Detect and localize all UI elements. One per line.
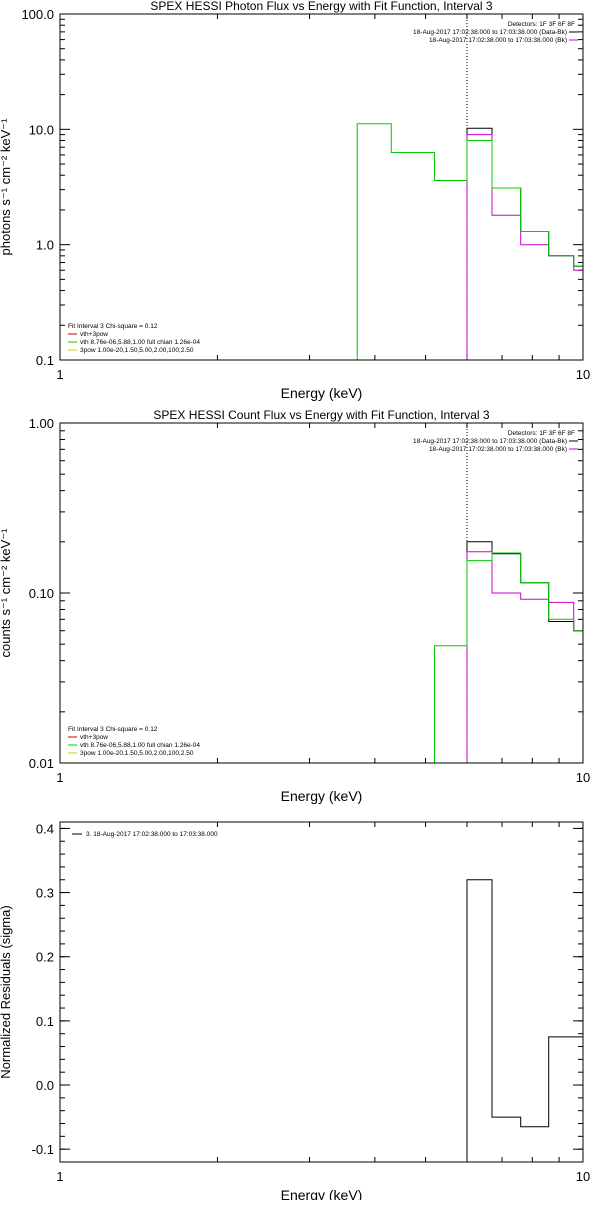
series-group	[434, 541, 583, 763]
y-tick-label: 0.0	[36, 1078, 54, 1093]
legend-bottom-left: Fit Interval 3 Chi-square = 0.12vth+3pow…	[68, 726, 200, 757]
x-axis-label: Energy (keV)	[281, 788, 363, 804]
legend-entry: Detectors: 1F 3F 6F 8F	[508, 21, 575, 28]
x-tick-label: 10	[576, 1169, 590, 1184]
y-tick-label: 0.1	[36, 353, 54, 368]
plot-frame	[59, 422, 584, 764]
legend-entry: 18-Aug-2017 17:02:38.000 to 17:03:38.000…	[429, 37, 567, 44]
legend-entry: 3. 18-Aug-2017 17:02:38.000 to 17:03:38.…	[86, 831, 218, 838]
y-axis-label: Normalized Residuals (sigma)	[0, 905, 13, 1078]
axis-ticks	[59, 822, 584, 1162]
series-line-3	[466, 879, 583, 1162]
y-tick-label: 0.4	[36, 821, 54, 836]
chart-panel-2: SPEX HESSI Count Flux vs Energy with Fit…	[0, 408, 590, 804]
y-tick-label: 0.10	[29, 586, 54, 601]
series-line-bk	[466, 134, 583, 360]
y-tick-label: 1.0	[36, 238, 54, 253]
y-tick-label: 100.0	[21, 7, 54, 22]
plot-frame	[59, 13, 584, 361]
y-tick-label: 10.0	[29, 122, 54, 137]
legend-bottom-left: Fit Interval 3 Chi-square = 0.12vth+3pow…	[68, 323, 200, 354]
series-line-data-bk	[466, 541, 583, 763]
x-tick-label: 1	[56, 367, 63, 382]
series-line-vth	[434, 552, 583, 763]
legend-entry: Fit Interval 3 Chi-square = 0.12	[68, 726, 158, 733]
y-tick-label: 1.00	[29, 416, 54, 431]
legend-entry: 3pow 1.00e-20,1.50,5.00,2.00,100,2.50	[80, 750, 194, 757]
y-tick-label: 0.01	[29, 756, 54, 771]
series-line-bk	[466, 551, 583, 763]
legend-entry: vth+3pow	[80, 331, 108, 338]
y-tick-label: 0.1	[36, 1014, 54, 1029]
chart-panel-1: SPEX HESSI Photon Flux vs Energy with Fi…	[0, 0, 590, 401]
legend-entry: vth 8.76e-06,5.88,1.00 full chian 1.26e-…	[80, 339, 200, 346]
x-tick-label: 10	[576, 367, 590, 382]
x-tick-label: 1	[56, 770, 63, 785]
plot-frame	[59, 821, 584, 1163]
y-axis-label: photons s⁻¹ cm⁻² keV⁻¹	[0, 118, 13, 256]
x-axis-label: Energy (keV)	[281, 385, 363, 401]
series-group	[466, 879, 583, 1162]
legend-entry: 18-Aug-2017 17:02:38.000 to 17:03:38.000…	[413, 438, 567, 445]
series-group	[356, 123, 583, 360]
axis-ticks	[59, 13, 584, 361]
chart-title: SPEX HESSI Photon Flux vs Energy with Fi…	[150, 0, 492, 13]
x-tick-label: 1	[56, 1169, 63, 1184]
y-tick-label: 0.3	[36, 886, 54, 901]
y-tick-label: 0.2	[36, 950, 54, 965]
legend-entry: 3pow 1.00e-20,1.50,5.00,2.00,100,2.50	[80, 347, 194, 354]
legend-top-left: 3. 18-Aug-2017 17:02:38.000 to 17:03:38.…	[72, 831, 218, 838]
legend-entry: Fit Interval 3 Chi-square = 0.12	[68, 323, 158, 330]
chart-panel-3: 1 10 -0.1 0.0 0.1 0.2 0.3 0.4 Energy (keV) Normal…	[0, 821, 590, 1203]
legend-entry: Detectors: 1F 3F 6F 8F	[508, 430, 575, 437]
x-tick-label: 10	[576, 770, 590, 785]
x-axis-label: Energy (keV)	[281, 1187, 363, 1200]
y-axis-label: counts s⁻¹ cm⁻² keV⁻¹	[0, 528, 13, 658]
legend-entry: 18-Aug-2017 17:02:38.000 to 17:03:38.000…	[429, 446, 567, 453]
y-tick-label: -0.1	[32, 1142, 54, 1157]
legend-entry: vth 8.76e-06,5.88,1.00 full chian 1.26e-…	[80, 742, 200, 749]
chart-title: SPEX HESSI Count Flux vs Energy with Fit…	[153, 408, 489, 422]
legend-entry: 18-Aug-2017 17:02:38.000 to 17:03:38.000…	[413, 29, 567, 36]
series-line-vth	[356, 123, 583, 360]
legend-entry: vth+3pow	[80, 734, 108, 741]
